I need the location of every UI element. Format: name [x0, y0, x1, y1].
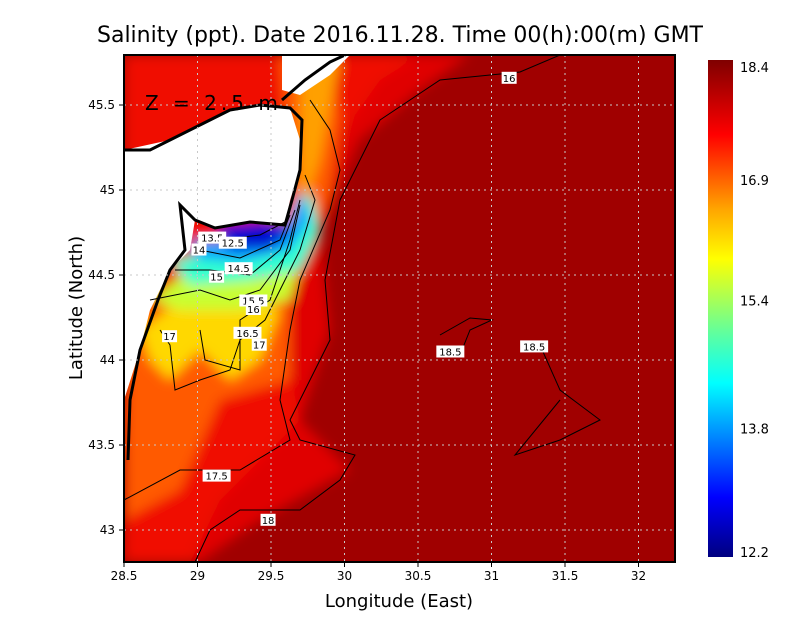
contour-label: 14.5: [224, 262, 253, 275]
contour-label-text: 18.5: [523, 342, 545, 353]
contour-label-background: [224, 262, 253, 275]
x-tick-label: 31.5: [552, 569, 579, 583]
y-tick-label: 44.5: [88, 268, 115, 282]
salinity-field: [124, 55, 675, 562]
x-axis-label: Longitude (East): [325, 591, 473, 612]
x-axis: 28.5 29 29.5 30 30.5 31 31.5 32: [111, 562, 646, 583]
y-tick-label: 45.5: [88, 98, 115, 112]
contour-label-background: [520, 340, 549, 353]
chart-title: Salinity (ppt). Date 2016.11.28. Time 00…: [97, 23, 704, 48]
contour-label-text: 12.5: [222, 239, 244, 250]
colorbar: [708, 60, 733, 557]
colorbar-tick-label: 16.9: [740, 174, 769, 189]
contour-label-text: 17: [253, 341, 266, 352]
contour-label-text: 16: [503, 74, 516, 85]
contour-label-background: [162, 330, 178, 343]
contour-label-background: [251, 338, 267, 351]
contour-label-text: 17.5: [205, 472, 227, 483]
x-tick-label: 30: [337, 569, 352, 583]
y-axis: 43 43.5 44 44.5 45 45.5: [88, 98, 124, 537]
y-tick-label: 44: [100, 353, 115, 367]
plot-frame: [123, 54, 676, 563]
depth-annotation: Z = 2.5 m: [145, 91, 282, 115]
x-tick-label: 32: [631, 569, 646, 583]
contour-label-background: [209, 270, 225, 283]
contour-label: 18: [260, 513, 276, 527]
contour-label-text: 15: [210, 273, 223, 284]
x-tick-label: 29: [190, 569, 205, 583]
contour-label-background: [260, 513, 276, 526]
colorbar-tick-label: 13.8: [740, 423, 769, 438]
x-tick-label: 28.5: [111, 569, 138, 583]
contour-label: 16: [501, 71, 517, 85]
x-tick-label: 31: [484, 569, 499, 583]
contour-label: 15: [209, 270, 225, 284]
x-tick-label: 30.5: [405, 569, 432, 583]
colorbar-tick-label: 12.2: [740, 546, 769, 561]
y-axis-label: Latitude (North): [66, 236, 87, 380]
contour-label: 18.5: [436, 345, 465, 359]
x-tick-label: 29.5: [258, 569, 285, 583]
contour-label-background: [233, 326, 262, 339]
contour-label-background: [218, 236, 247, 249]
y-tick-label: 43: [100, 523, 115, 537]
contour-label: 12.5: [218, 236, 247, 250]
contour-label: 16: [245, 303, 261, 316]
contour-label: 18.5: [520, 340, 549, 353]
contour-label: 17.5: [202, 469, 231, 483]
contour-label-text: 13.5: [201, 234, 223, 245]
contour-label: 14: [191, 243, 207, 257]
contour-label-background: [245, 303, 261, 315]
contour-label: 16.5: [233, 326, 262, 340]
coastline: [124, 55, 346, 461]
colorbar-ticks: 12.2 13.8 15.4 16.9 18.4: [740, 61, 769, 561]
colorbar-tick-label: 18.4: [740, 61, 769, 76]
colorbar-tick-label: 15.4: [740, 294, 769, 309]
contour-label-text: 15.5: [242, 297, 264, 308]
contour-label-text: 16.5: [236, 329, 258, 340]
contour-label: 17: [251, 338, 267, 352]
contour-label-background: [191, 243, 207, 256]
contour-label-text: 18: [262, 516, 275, 527]
y-tick-label: 45: [100, 183, 115, 197]
contour-label-text: 14: [193, 246, 206, 257]
contour-label-background: [202, 469, 231, 482]
contour-label-text: 18.5: [439, 348, 461, 359]
contour-label-background: [436, 345, 465, 358]
contour-label-text: 17: [163, 332, 176, 343]
contour-label-text: 16: [247, 305, 260, 316]
contour-label-background: [501, 71, 517, 84]
y-tick-label: 43.5: [88, 438, 115, 452]
contour-label-text: 14.5: [228, 264, 250, 275]
contour-label: 17: [162, 330, 178, 343]
